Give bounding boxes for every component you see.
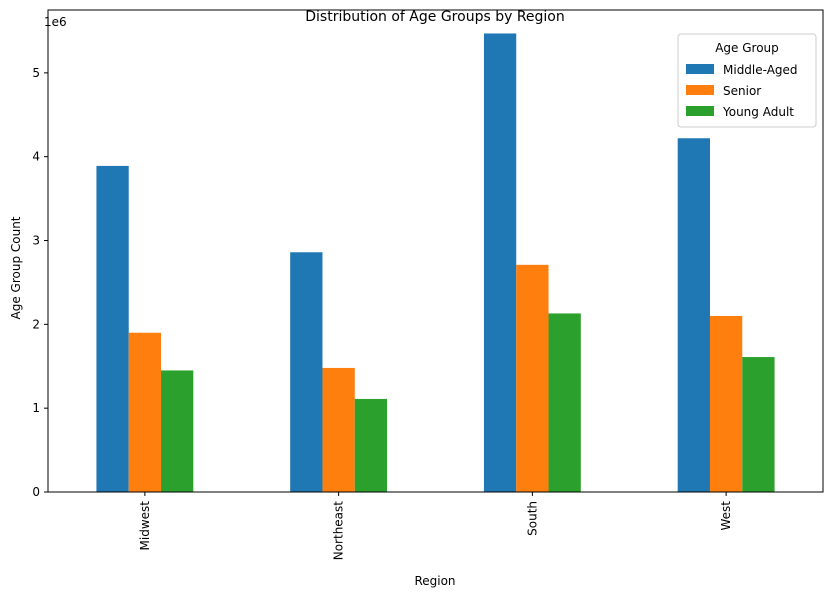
y-axis-label: Age Group Count [9, 216, 23, 319]
legend-box [677, 33, 817, 128]
bar-middle-aged-south [483, 33, 517, 492]
y-tick-label: 1 [32, 401, 40, 415]
plot-frame [47, 9, 824, 493]
legend-title: Age Group [715, 41, 779, 55]
bar-middle-aged-northeast [290, 252, 323, 492]
y-tick-label: 0 [32, 485, 40, 499]
x-axis-label: Region [414, 574, 455, 588]
bar-middle-aged-west [677, 138, 710, 492]
legend-swatch [686, 85, 714, 95]
bars-layer [96, 33, 775, 493]
y-tick-label: 3 [32, 234, 40, 248]
legend-swatch [686, 106, 714, 116]
x-tick-label: West [719, 501, 733, 531]
x-tick-label: Midwest [138, 501, 152, 551]
legend-swatch [686, 64, 714, 74]
axes-layer: 0 1 2 3 4 5 Midwest Northeast South West [32, 9, 824, 561]
chart-title: Distribution of Age Groups by Region [305, 9, 565, 25]
y-tick-label: 2 [32, 317, 40, 331]
y-scale-label: 1e6 [44, 15, 67, 29]
legend-label: Middle-Aged [723, 63, 798, 77]
y-tick-label: 5 [32, 66, 40, 80]
bar-young-adult-west [742, 357, 775, 492]
bar-senior-west [709, 315, 743, 492]
bar-senior-northeast [322, 367, 355, 492]
bar-senior-south [516, 264, 549, 492]
legend-label: Senior [723, 84, 761, 98]
legend: Age Group Middle-Aged Senior Young Adult [677, 33, 817, 128]
bar-young-adult-northeast [354, 398, 388, 492]
x-tick-label: Northeast [332, 501, 346, 561]
bar-middle-aged-midwest [96, 165, 129, 493]
legend-label: Young Adult [722, 105, 794, 119]
bar-young-adult-midwest [161, 370, 194, 492]
bar-senior-midwest [128, 332, 162, 492]
bar-young-adult-south [548, 313, 581, 492]
x-tick-label: South [525, 501, 539, 536]
y-tick-label: 4 [32, 150, 40, 164]
